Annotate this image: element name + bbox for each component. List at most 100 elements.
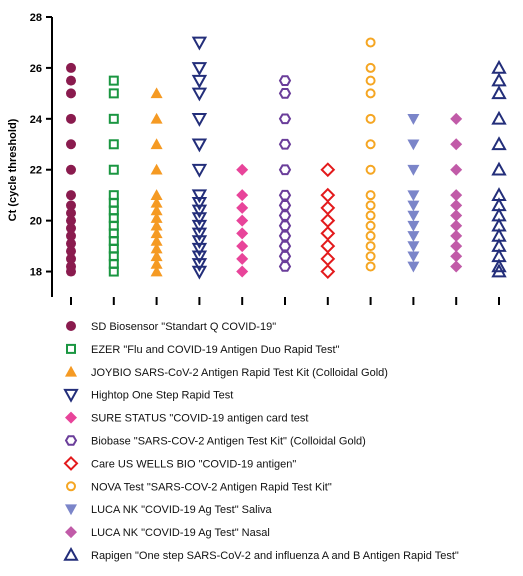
legend-marker <box>65 526 77 539</box>
data-point <box>365 139 376 150</box>
data-point <box>491 59 507 74</box>
data-point <box>191 250 208 265</box>
legend-marker <box>64 435 78 446</box>
legend-label: NOVA Test "SARS-COV-2 Antigen Rapid Test… <box>91 481 332 493</box>
legend-label: Biobase "SARS-COV-2 Antigen Test Kit" (C… <box>91 436 366 448</box>
data-point <box>491 263 507 278</box>
series-group <box>450 112 463 273</box>
data-point <box>365 62 376 73</box>
data-point <box>66 230 76 241</box>
data-point <box>66 266 76 277</box>
data-point <box>191 113 208 127</box>
data-point <box>236 163 249 176</box>
legend-marker <box>63 546 79 561</box>
data-point <box>450 138 463 151</box>
y-tick-label: 24 <box>30 114 43 126</box>
data-point <box>450 250 463 263</box>
data-point <box>108 164 119 175</box>
data-point <box>66 223 76 234</box>
series-group <box>320 162 336 279</box>
data-point <box>278 164 292 176</box>
data-point <box>150 189 163 200</box>
data-point <box>320 200 336 216</box>
data-point <box>66 208 76 218</box>
data-point <box>407 200 420 212</box>
data-point <box>66 238 76 249</box>
x-axis-ticks <box>70 297 500 305</box>
data-point <box>236 201 249 214</box>
data-point <box>320 213 336 229</box>
data-point <box>150 196 163 208</box>
data-point <box>66 200 76 211</box>
series-group <box>66 62 76 277</box>
data-point <box>450 189 463 202</box>
series-group <box>108 75 119 277</box>
legend-item: SURE STATUS "COVID-19 antigen card test <box>65 411 308 425</box>
data-point <box>150 163 163 175</box>
data-point <box>407 139 420 151</box>
legend-marker <box>65 365 77 377</box>
data-point <box>365 230 376 241</box>
series-group <box>236 163 249 278</box>
data-point <box>407 251 420 263</box>
data-point <box>278 230 292 242</box>
legend-marker <box>65 504 77 516</box>
data-point <box>365 164 376 175</box>
data-point <box>150 212 163 223</box>
series-group <box>150 87 163 277</box>
data-point <box>320 187 336 203</box>
data-point <box>150 87 163 99</box>
legend-item: LUCA NK "COVID-19 Ag Test" Nasal <box>65 526 270 539</box>
legend-item: Hightop One Step Rapid Test <box>63 388 233 403</box>
data-point <box>236 214 249 227</box>
data-point <box>191 227 208 242</box>
data-point <box>450 240 463 253</box>
data-point <box>191 87 208 102</box>
data-point <box>191 163 208 178</box>
data-point <box>407 261 420 273</box>
y-tick-label: 28 <box>30 12 42 24</box>
data-point <box>191 235 208 250</box>
data-point <box>407 190 420 202</box>
data-point <box>491 258 507 273</box>
data-point <box>365 220 376 231</box>
data-point <box>150 112 163 124</box>
legend-marker <box>66 321 76 331</box>
data-point <box>66 139 76 150</box>
data-point <box>66 75 76 86</box>
data-point <box>491 72 507 87</box>
y-tick-label: 26 <box>30 63 42 75</box>
data-point <box>365 210 376 221</box>
data-point <box>66 246 76 257</box>
data-point <box>491 85 507 100</box>
data-point <box>150 227 163 239</box>
data-point <box>450 112 463 125</box>
data-point <box>365 241 376 252</box>
legend-label: EZER "Flu and COVID-19 Antigen Duo Rapid… <box>91 344 340 356</box>
data-point <box>66 113 76 124</box>
data-point <box>278 240 292 252</box>
data-point <box>320 225 336 241</box>
data-point <box>150 138 163 150</box>
legend-marker <box>66 481 76 492</box>
data-point <box>365 190 376 201</box>
plot-area: 18 20 22 24 26 28 Ct (cycle threshold) <box>7 12 507 305</box>
data-point <box>108 139 119 150</box>
data-point <box>191 204 208 219</box>
data-point <box>450 260 463 273</box>
legend-label: Rapigen "One step SARS-CoV-2 and influen… <box>91 550 459 562</box>
legend-item: LUCA NK "COVID-19 Ag Test" Saliva <box>65 504 273 516</box>
series-group <box>365 37 376 272</box>
legend-item: EZER "Flu and COVID-19 Antigen Duo Rapid… <box>66 343 340 356</box>
data-point <box>191 219 208 234</box>
data-point <box>191 189 208 204</box>
legend-item: NOVA Test "SARS-COV-2 Antigen Rapid Test… <box>66 481 332 493</box>
y-axis-title: Ct (cycle threshold) <box>7 118 19 221</box>
data-point <box>108 266 119 277</box>
legend-item: Biobase "SARS-COV-2 Antigen Test Kit" (C… <box>64 435 366 448</box>
data-point <box>108 88 119 99</box>
data-point <box>150 242 163 254</box>
data-point <box>191 212 208 227</box>
data-point <box>191 62 208 76</box>
legend-marker <box>63 388 79 403</box>
